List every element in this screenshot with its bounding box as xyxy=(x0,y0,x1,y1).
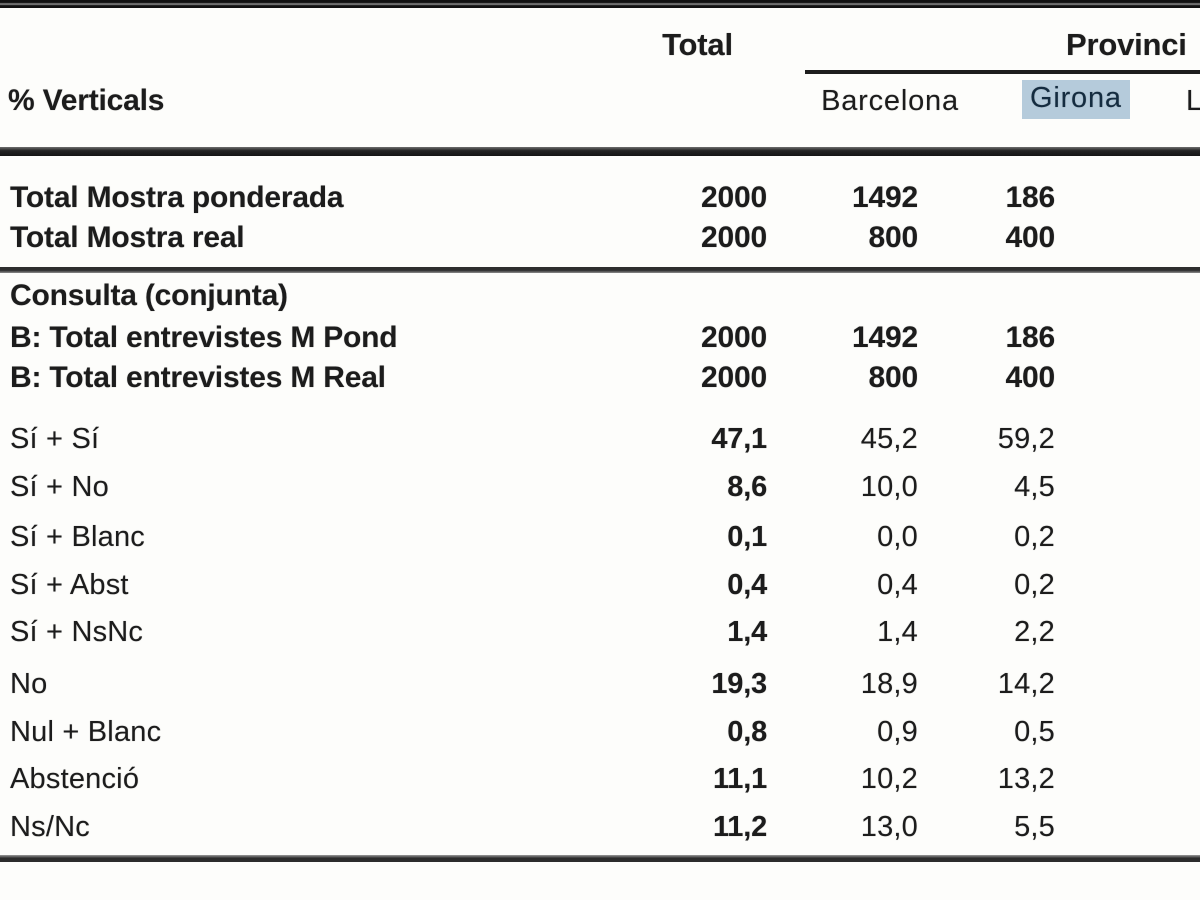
cell-barcelona: 45,2 xyxy=(860,423,918,455)
cell-barcelona: 1,4 xyxy=(877,616,918,648)
cell-total: 0,1 xyxy=(727,521,767,553)
cell-girona: 14,2 xyxy=(997,668,1055,700)
cell-barcelona: 0,9 xyxy=(877,716,918,748)
girona-column-header: Girona xyxy=(1022,80,1130,119)
province-group-header: Provinci xyxy=(1066,27,1187,62)
measure-label: % Verticals xyxy=(8,84,165,117)
girona-highlight: Girona xyxy=(1022,80,1130,119)
cell-barcelona: 0,0 xyxy=(877,521,918,553)
cell-total: 2000 xyxy=(701,221,767,254)
cell-girona: 400 xyxy=(1005,361,1056,394)
cell-barcelona: 0,4 xyxy=(877,569,918,601)
row-label: Sí + NsNc xyxy=(10,616,144,648)
row-label: B: Total entrevistes M Pond xyxy=(10,321,398,354)
cell-barcelona: 10,0 xyxy=(860,471,918,503)
table-row: Ns/Nc 11,2 13,0 5,5 xyxy=(0,810,1200,844)
cell-girona: 59,2 xyxy=(997,423,1055,455)
cell-barcelona: 10,2 xyxy=(860,763,918,795)
row-label: Abstenció xyxy=(10,763,140,795)
table-row: Abstenció 11,1 10,2 13,2 xyxy=(0,762,1200,796)
row-label: Ns/Nc xyxy=(10,811,90,843)
row-label: B: Total entrevistes M Real xyxy=(10,361,386,394)
table-row: B: Total entrevistes M Real 2000 800 400 xyxy=(0,361,1200,395)
cell-total: 0,8 xyxy=(727,716,767,748)
table-row: Sí + NsNc 1,4 1,4 2,2 xyxy=(0,615,1200,649)
cell-total: 8,6 xyxy=(727,471,767,503)
cell-girona: 400 xyxy=(1005,221,1056,254)
cell-barcelona: 1492 xyxy=(852,321,918,354)
cell-barcelona: 18,9 xyxy=(860,668,918,700)
cell-barcelona: 1492 xyxy=(852,181,918,214)
table-row: B: Total entrevistes M Pond 2000 1492 186 xyxy=(0,321,1200,355)
row-label: Total Mostra ponderada xyxy=(10,181,344,214)
cell-total: 47,1 xyxy=(711,423,767,455)
table-row: Sí + Sí 47,1 45,2 59,2 xyxy=(0,422,1200,456)
cell-barcelona: 800 xyxy=(868,361,919,394)
table-row: Consulta (conjunta) xyxy=(0,279,1200,313)
province-group-underline xyxy=(805,70,1200,74)
table-row: Sí + Blanc 0,1 0,0 0,2 xyxy=(0,520,1200,554)
barcelona-column-header: Barcelona xyxy=(821,85,959,117)
cell-total: 19,3 xyxy=(711,668,767,700)
cell-girona: 186 xyxy=(1005,181,1056,214)
lleida-column-header-cut: L xyxy=(1186,85,1200,117)
cell-girona: 186 xyxy=(1005,321,1056,354)
top-border-rule xyxy=(0,0,1200,8)
table-row: No 19,3 18,9 14,2 xyxy=(0,667,1200,701)
cell-girona: 0,5 xyxy=(1014,716,1055,748)
cell-girona: 13,2 xyxy=(997,763,1055,795)
table-row: Sí + Abst 0,4 0,4 0,2 xyxy=(0,568,1200,602)
table-row: Total Mostra ponderada 2000 1492 186 xyxy=(0,181,1200,215)
section-separator-rule xyxy=(0,267,1200,273)
row-label: Nul + Blanc xyxy=(10,716,162,748)
cell-girona: 0,2 xyxy=(1014,569,1055,601)
cell-barcelona: 13,0 xyxy=(860,811,918,843)
row-label: Sí + Abst xyxy=(10,569,129,601)
cell-girona: 0,2 xyxy=(1014,521,1055,553)
row-label: Sí + No xyxy=(10,471,109,503)
cell-total: 1,4 xyxy=(727,616,767,648)
table-row: Total Mostra real 2000 800 400 xyxy=(0,221,1200,255)
bottom-border-rule xyxy=(0,855,1200,862)
row-label: Total Mostra real xyxy=(10,221,245,254)
cell-total: 11,1 xyxy=(712,763,767,795)
cell-girona: 4,5 xyxy=(1014,471,1055,503)
row-label: Sí + Sí xyxy=(10,423,100,455)
cell-total: 2000 xyxy=(701,181,767,214)
table-row: Nul + Blanc 0,8 0,9 0,5 xyxy=(0,715,1200,749)
row-label: Consulta (conjunta) xyxy=(10,279,288,312)
cell-total: 2000 xyxy=(701,361,767,394)
cell-girona: 5,5 xyxy=(1014,811,1055,843)
cell-total: 0,4 xyxy=(727,569,767,601)
row-label: No xyxy=(10,668,48,700)
cell-barcelona: 800 xyxy=(868,221,919,254)
row-label: Sí + Blanc xyxy=(10,521,145,553)
cell-total: 2000 xyxy=(701,321,767,354)
total-column-header: Total xyxy=(662,27,733,62)
cell-total: 11,2 xyxy=(712,811,767,843)
cell-girona: 2,2 xyxy=(1014,616,1055,648)
header-separator-rule xyxy=(0,147,1200,156)
table-row: Sí + No 8,6 10,0 4,5 xyxy=(0,470,1200,504)
